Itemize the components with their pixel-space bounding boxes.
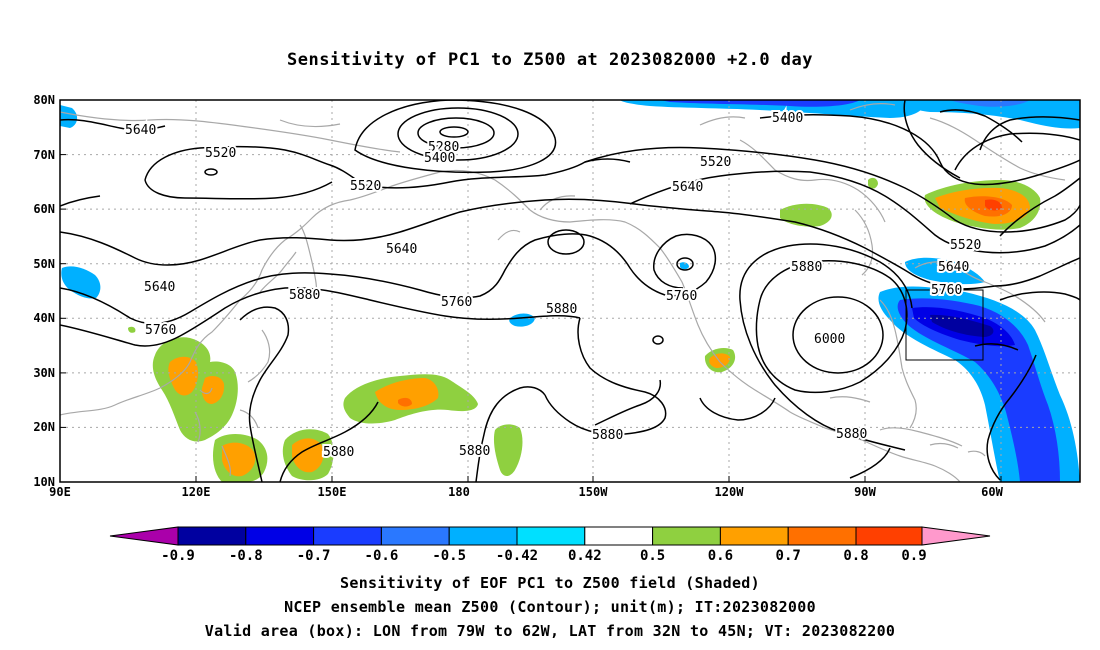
colorbar-label: -0.7 bbox=[297, 548, 331, 564]
colorbar-segment bbox=[448, 526, 518, 546]
longitude-labels: 90E 120E 150E 180 150W 120W 90W 60W bbox=[49, 485, 1003, 499]
colorbar-segment bbox=[177, 526, 247, 546]
lat-label: 70N bbox=[33, 148, 55, 162]
contour-label: 5640 bbox=[144, 280, 175, 295]
colorbar-segment bbox=[313, 526, 382, 546]
contour-labels: 5640 5520 5280 5400 5520 5400 5520 5640 … bbox=[123, 109, 983, 462]
contour-label: 5760 bbox=[666, 289, 697, 304]
coastlines bbox=[60, 103, 1066, 482]
colorbar-segment bbox=[245, 526, 315, 546]
contour-label: 5880 bbox=[836, 427, 867, 442]
colorbar-segment bbox=[584, 526, 654, 546]
colorbar-label: 0.7 bbox=[776, 548, 801, 564]
contour-label: 5880 bbox=[592, 428, 623, 443]
contour-label: 5640 bbox=[938, 260, 969, 275]
colorbar-label: 0.6 bbox=[708, 548, 733, 564]
contour-label: 5880 bbox=[289, 288, 320, 303]
colorbar-label: 0.5 bbox=[640, 548, 665, 564]
caption-contour: NCEP ensemble mean Z500 (Contour); unit(… bbox=[284, 598, 816, 616]
colorbar-label: 0.42 bbox=[568, 548, 602, 564]
lon-label: 120W bbox=[715, 485, 745, 499]
contour-label: 5640 bbox=[386, 242, 417, 257]
contour-label: 5280 bbox=[428, 140, 459, 155]
contour-label: 5520 bbox=[950, 238, 981, 253]
colorbar: -0.9 -0.8 -0.7 -0.6 -0.5 -0.42 0.42 0.5 … bbox=[109, 526, 991, 564]
lon-label: 120E bbox=[182, 485, 211, 499]
lat-label: 40N bbox=[33, 311, 55, 325]
lat-label: 10N bbox=[33, 475, 55, 489]
contour-label: 5880 bbox=[323, 445, 354, 460]
map-frame bbox=[59, 99, 1081, 483]
valid-area-box bbox=[905, 289, 984, 361]
caption-valid-area: Valid area (box): LON from 79W to 62W, L… bbox=[204, 622, 896, 640]
lat-label: 50N bbox=[33, 257, 55, 271]
colorbar-segment bbox=[855, 526, 923, 546]
colorbar-segment bbox=[380, 526, 450, 546]
lon-label: 150W bbox=[579, 485, 609, 499]
colorbar-label: -0.6 bbox=[365, 548, 399, 564]
contour-label: 5880 bbox=[459, 444, 490, 459]
contour-label: 5520 bbox=[205, 146, 236, 161]
z500-contours bbox=[60, 100, 1080, 482]
colorbar-segment bbox=[787, 526, 857, 546]
lat-label: 80N bbox=[33, 93, 55, 107]
colorbar-segment bbox=[516, 526, 586, 546]
colorbar-segment bbox=[719, 526, 789, 546]
axis-ticks bbox=[60, 154, 1002, 482]
colorbar-low-triangle bbox=[109, 526, 179, 546]
plot-title: Sensitivity of PC1 to Z500 at 2023082000… bbox=[286, 50, 813, 70]
contour-label: 5880 bbox=[791, 260, 822, 275]
contour-label: 5640 bbox=[125, 123, 156, 138]
colorbar-label: -0.9 bbox=[161, 548, 195, 564]
contour-label: 5400 bbox=[424, 151, 455, 166]
lon-label: 60W bbox=[981, 485, 1003, 499]
map-panel: 5640 5520 5280 5400 5520 5400 5520 5640 … bbox=[33, 93, 1081, 499]
colorbar-label: -0.42 bbox=[496, 548, 538, 564]
contour-label: 5520 bbox=[350, 179, 381, 194]
lon-label: 90E bbox=[49, 485, 71, 499]
colorbar-high-triangle bbox=[921, 526, 991, 546]
sensitivity-shading bbox=[60, 100, 1080, 482]
colorbar-label: 0.9 bbox=[901, 548, 926, 564]
contour-label: 6000 bbox=[814, 332, 845, 347]
contour-label: 5760 bbox=[441, 295, 472, 310]
contour-label: 5640 bbox=[672, 180, 703, 195]
colorbar-label: -0.5 bbox=[432, 548, 466, 564]
latitude-labels: 80N 70N 60N 50N 40N 30N 20N 10N bbox=[33, 93, 55, 489]
contour-label: 5880 bbox=[546, 302, 577, 317]
caption-shading: Sensitivity of EOF PC1 to Z500 field (Sh… bbox=[340, 574, 760, 592]
lon-label: 180 bbox=[448, 485, 470, 499]
lon-label: 90W bbox=[854, 485, 876, 499]
contour-label: 5760 bbox=[145, 323, 176, 338]
lat-label: 60N bbox=[33, 202, 55, 216]
contour-label: 5520 bbox=[700, 155, 731, 170]
contour-label: 5400 bbox=[772, 111, 803, 126]
lon-label: 150E bbox=[318, 485, 347, 499]
lat-label: 30N bbox=[33, 366, 55, 380]
lat-label: 20N bbox=[33, 420, 55, 434]
contour-label: 5760 bbox=[931, 283, 962, 298]
colorbar-label: -0.8 bbox=[229, 548, 263, 564]
colorbar-label: 0.8 bbox=[843, 548, 868, 564]
colorbar-segment bbox=[652, 526, 721, 546]
